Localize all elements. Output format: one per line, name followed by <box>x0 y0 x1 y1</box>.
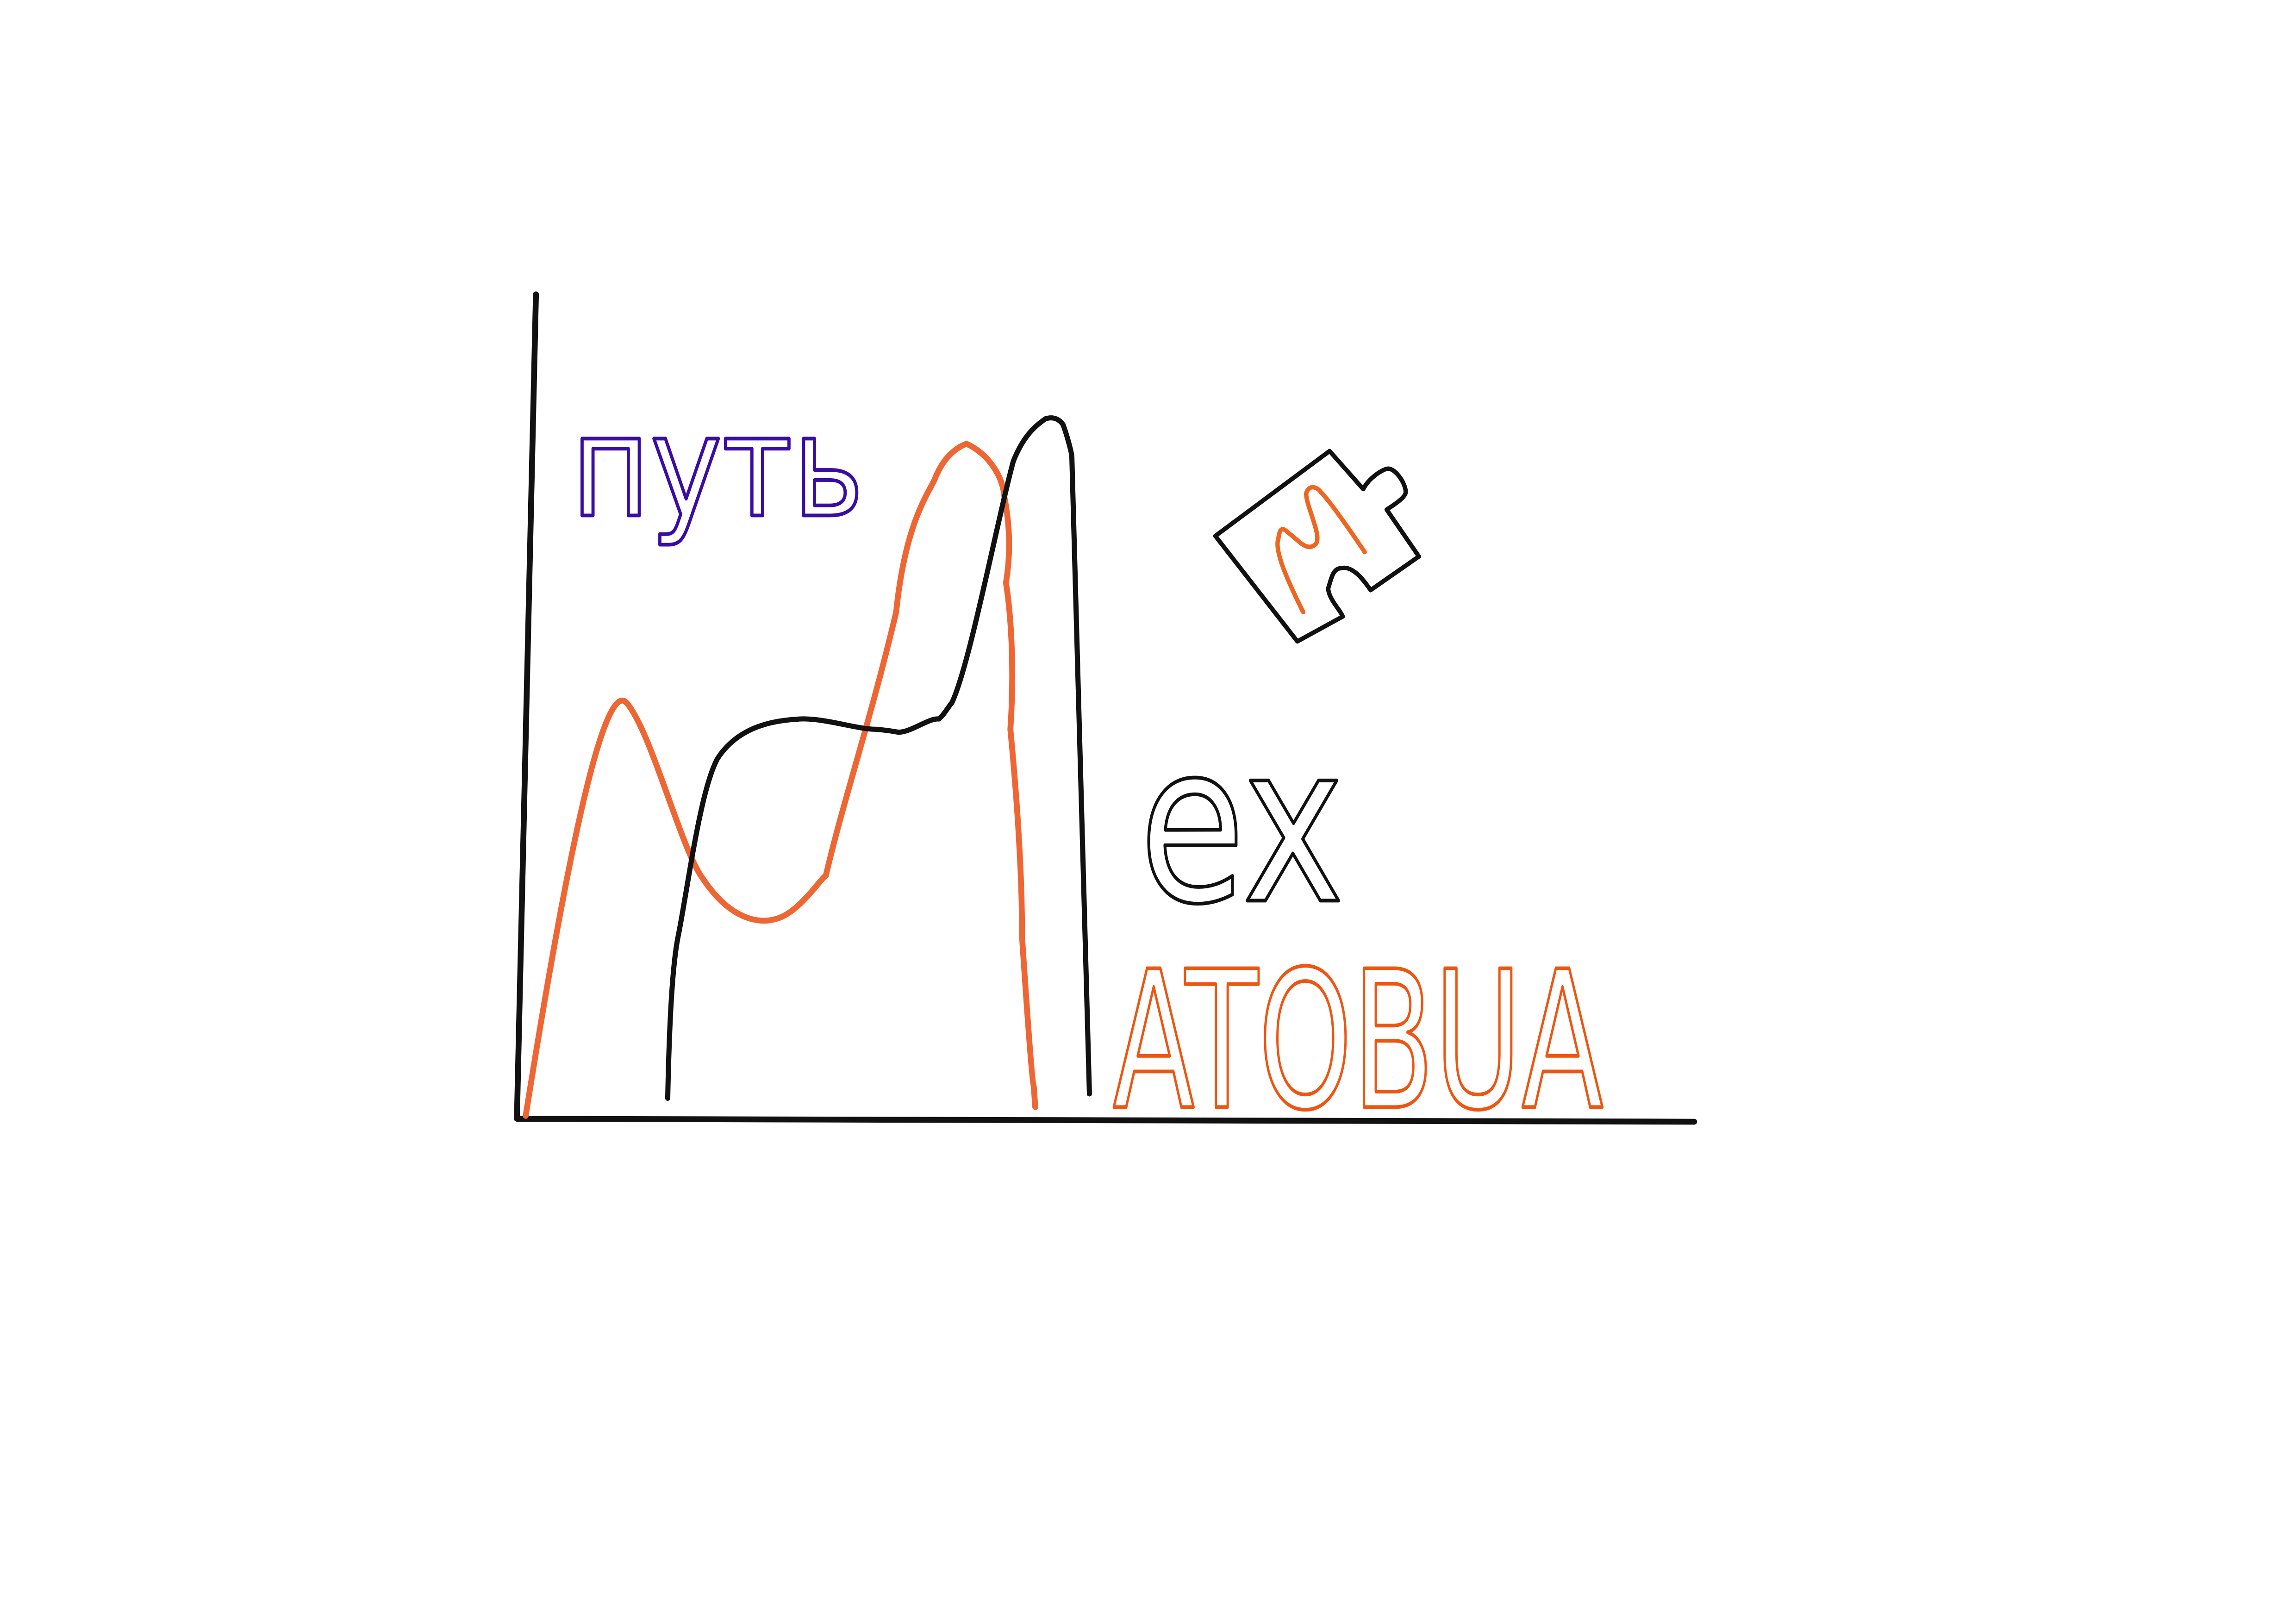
label-middle: ex <box>1139 697 1344 952</box>
strokes <box>514 291 1697 1125</box>
axes <box>514 291 1697 1125</box>
puzzle-inner <box>1275 485 1367 614</box>
label-bottom: ATOBUA <box>1113 930 1604 1152</box>
puzzle-piece <box>1213 449 1421 644</box>
orange-curve <box>523 441 1038 1119</box>
label-top: путь <box>571 385 864 549</box>
black-curve <box>665 415 1092 1101</box>
